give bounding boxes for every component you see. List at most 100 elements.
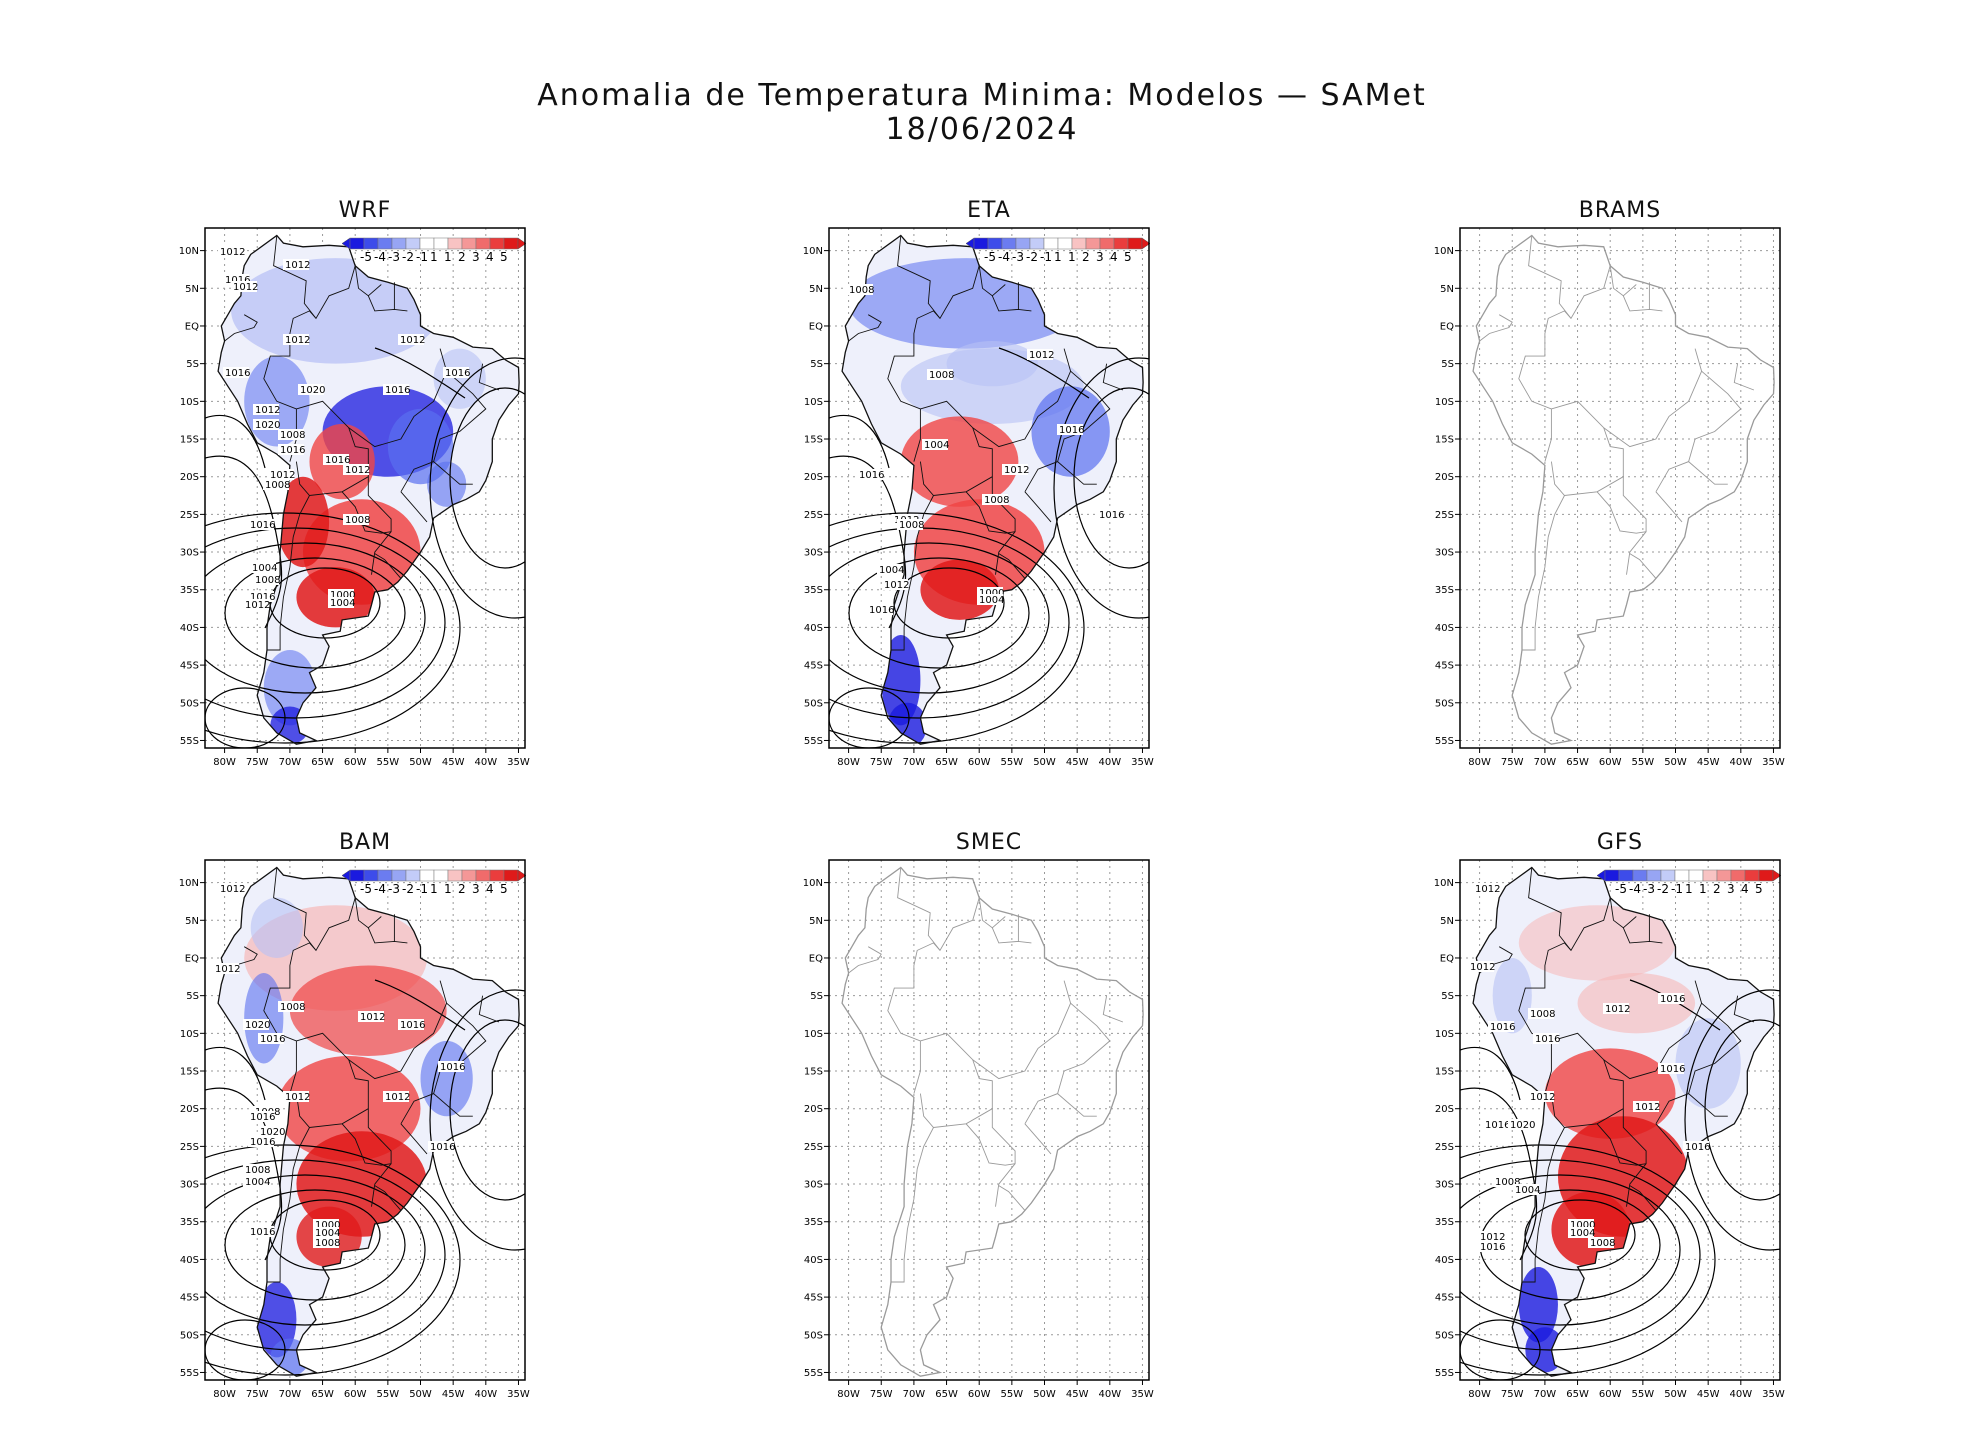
- contour-label: 1012: [1475, 884, 1500, 895]
- lat-tick-label: 40S: [180, 623, 199, 634]
- border-line: [897, 235, 941, 319]
- border-line: [991, 1108, 1016, 1207]
- lat-tick-label: 20S: [804, 1104, 823, 1115]
- contour-label-bg: [1658, 993, 1684, 1004]
- border-line: [1522, 1127, 1565, 1283]
- lon-tick-label: 60W: [1599, 1389, 1622, 1400]
- colorbar-label: -2: [1657, 882, 1669, 896]
- figure-title: Anomalia de Temperatura Minima: Modelos …: [537, 78, 1427, 113]
- border-line: [1609, 265, 1663, 312]
- border-line: [919, 400, 993, 496]
- lon-tick-label: 80W: [1468, 757, 1491, 768]
- contour-label-bg: [298, 384, 324, 395]
- contour-label-bg: [223, 367, 249, 378]
- border-line: [1550, 400, 1624, 496]
- contour-label: 1016: [1480, 1242, 1505, 1253]
- contour-label: 1012: [1029, 350, 1054, 361]
- colorbar-label: 4: [486, 882, 494, 896]
- contour-label-bg: [977, 587, 1003, 598]
- anomaly-region: [276, 476, 330, 568]
- contour-label: 1020: [260, 1127, 285, 1138]
- contour-label: 1008: [255, 575, 280, 586]
- lat-tick-label: EQ: [809, 953, 823, 964]
- border-line: [1024, 1002, 1111, 1125]
- lat-tick-label: 10N: [1434, 878, 1454, 889]
- colorbar-label: -5: [1615, 882, 1627, 896]
- border-line: [1522, 495, 1565, 651]
- border-line: [1528, 867, 1572, 951]
- isobar: [429, 357, 525, 619]
- lon-tick-label: 50W: [1033, 1389, 1056, 1400]
- contour-label: 1016: [1485, 1120, 1510, 1131]
- contour-label: 1016: [1535, 1034, 1560, 1045]
- isobar: [429, 989, 525, 1251]
- lon-tick-label: 70W: [1534, 757, 1557, 768]
- border-line: [295, 400, 369, 496]
- lat-tick-label: 30S: [804, 1180, 823, 1191]
- lon-tick-label: 80W: [837, 1389, 860, 1400]
- lat-tick-label: 10N: [803, 246, 823, 257]
- colorbar-swatch: [1127, 237, 1143, 250]
- contour-label-bg: [243, 1164, 269, 1175]
- colorbar-label: -4: [374, 250, 386, 264]
- border-line: [1596, 491, 1647, 534]
- border-line: [972, 980, 1072, 1080]
- lon-tick-label: 45W: [1066, 757, 1089, 768]
- contour-label: 1012: [1480, 1232, 1505, 1243]
- contour-label: 1012: [255, 405, 280, 416]
- contour-label: 1008: [984, 495, 1009, 506]
- isobar: [205, 687, 286, 748]
- map-frame: [828, 859, 1150, 1381]
- colorbar-label: -4: [998, 250, 1010, 264]
- border-line: [972, 348, 1072, 448]
- lat-tick-label: 10S: [804, 397, 823, 408]
- contour-label-bg: [1588, 1237, 1614, 1248]
- lon-tick-label: 40W: [475, 757, 498, 768]
- lat-tick-label: 55S: [1435, 1368, 1454, 1379]
- colorbar-swatch: [1744, 869, 1760, 882]
- panel-title: ETA: [967, 198, 1011, 223]
- border-line: [400, 491, 428, 523]
- colorbar-label: 2: [1713, 882, 1721, 896]
- contour-label: 1004: [252, 563, 277, 574]
- contour-label: 1000: [315, 1220, 340, 1231]
- colorbar-label: 5: [1755, 882, 1763, 896]
- lon-tick-label: 65W: [935, 1389, 958, 1400]
- lon-tick-label: 70W: [903, 757, 926, 768]
- contour-label: 1012: [285, 260, 310, 271]
- contour-label-bg: [258, 1126, 284, 1137]
- contour-label-bg: [263, 479, 289, 490]
- colorbar-label: -1: [1671, 882, 1683, 896]
- anomaly-region: [1577, 973, 1696, 1034]
- contour-label-bg: [897, 519, 923, 530]
- lon-tick-label: 50W: [1664, 1389, 1687, 1400]
- contour-label-bg: [343, 464, 369, 475]
- colorbar-label: -4: [374, 882, 386, 896]
- border-line: [1623, 916, 1637, 929]
- lon-tick-label: 75W: [1501, 757, 1524, 768]
- contour-label: 1016: [225, 368, 250, 379]
- lat-tick-label: 15S: [804, 435, 823, 446]
- colorbar-swatch: [377, 869, 393, 882]
- contour-label: 1016: [250, 1137, 275, 1148]
- lat-tick-label: 15S: [180, 435, 199, 446]
- lat-tick-label: 25S: [804, 1142, 823, 1153]
- lat-tick-label: 35S: [804, 585, 823, 596]
- colorbar-swatch: [405, 869, 421, 882]
- lon-tick-label: 45W: [1697, 757, 1720, 768]
- contour-label-bg: [1473, 883, 1499, 894]
- isobar: [205, 455, 283, 629]
- colorbar: -5 -4 -3 -2 -1 1 1 2 3 4 5: [965, 237, 1151, 264]
- contour-label-bg: [398, 1019, 424, 1030]
- figure-date: 18/06/2024: [885, 112, 1079, 147]
- lat-tick-label: 25S: [180, 1142, 199, 1153]
- border-line: [978, 265, 1032, 312]
- map-frame: [828, 227, 1150, 749]
- border-line: [848, 314, 882, 342]
- colorbar-swatch: [433, 237, 449, 250]
- colorbar-label: 4: [1741, 882, 1749, 896]
- contour-label-bg: [1508, 1119, 1534, 1130]
- colorbar-label: 2: [1082, 250, 1090, 264]
- contour-label-bg: [438, 1061, 464, 1072]
- colorbar-swatch: [405, 237, 421, 250]
